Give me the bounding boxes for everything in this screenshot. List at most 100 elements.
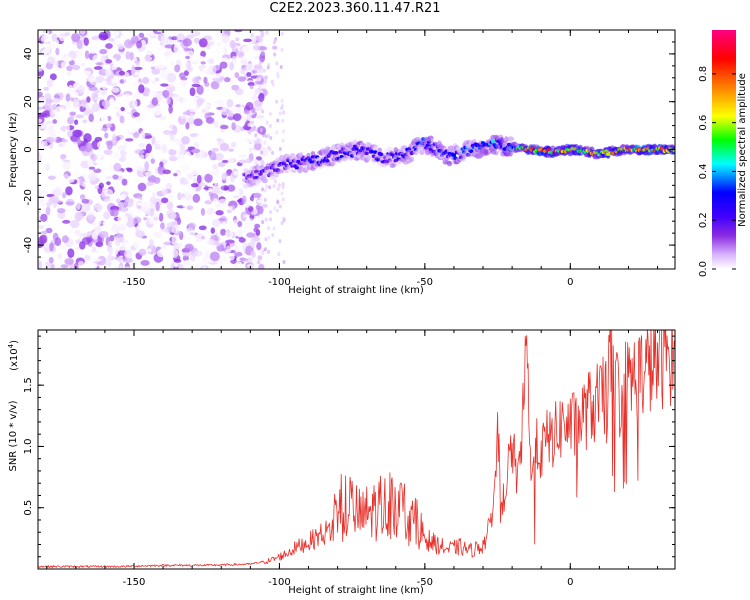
noise-blob <box>106 181 111 186</box>
noise-blob <box>254 142 262 150</box>
y-tick-label: 0.5 <box>23 500 34 516</box>
y-tick-label: 40 <box>23 48 34 61</box>
noise-blob <box>267 226 271 231</box>
snr-x-axis-label: Height of straight line (km) <box>288 585 424 596</box>
noise-blob <box>139 154 145 160</box>
noise-blob <box>272 45 276 50</box>
noise-blob <box>163 50 172 57</box>
noise-blob <box>49 73 57 81</box>
noise-blob <box>180 106 190 112</box>
noise-blob <box>170 113 177 118</box>
noise-blob <box>137 182 147 192</box>
noise-blob <box>255 156 263 161</box>
noise-blob <box>121 215 129 225</box>
noise-blob <box>116 266 123 269</box>
noise-blob <box>160 222 165 230</box>
noise-blob <box>65 198 75 207</box>
noise-blob <box>182 255 189 262</box>
noise-blob <box>220 133 225 140</box>
noise-blob <box>135 230 145 238</box>
noise-blob <box>81 70 92 76</box>
noise-blob <box>100 128 109 132</box>
noise-blob <box>277 252 281 257</box>
noise-blob <box>256 137 260 142</box>
noise-blob <box>52 119 58 124</box>
noise-blob <box>157 46 163 53</box>
noise-blob <box>272 184 276 189</box>
noise-blob <box>227 116 235 120</box>
noise-blob <box>189 253 196 262</box>
noise-blob <box>122 257 133 264</box>
noise-blob <box>150 66 156 70</box>
snr-panel: -150 -100 -50 0 0.5 1.0 1.5 Height of straigh… <box>7 329 676 596</box>
noise-blob <box>280 31 284 36</box>
noise-blob <box>270 79 274 84</box>
noise-blob <box>256 76 262 82</box>
noise-blob <box>169 131 175 142</box>
noise-blob <box>104 189 114 198</box>
noise-blob <box>104 68 112 77</box>
noise-blob <box>45 227 53 234</box>
noise-blob <box>275 99 279 104</box>
noise-blob <box>231 84 240 91</box>
noise-blob <box>251 185 257 193</box>
noise-blob <box>94 136 103 142</box>
noise-blob <box>72 98 80 109</box>
noise-blob <box>192 76 200 84</box>
noise-blob <box>231 122 236 131</box>
noise-blob <box>249 85 253 90</box>
noise-blob <box>38 96 47 106</box>
noise-blob <box>268 210 272 215</box>
noise-blob <box>172 94 181 102</box>
noise-blob <box>164 39 175 44</box>
noise-blob <box>170 248 179 258</box>
noise-blob <box>158 212 164 222</box>
noise-blob <box>254 80 264 85</box>
noise-blob <box>200 235 206 240</box>
noise-blob <box>258 60 262 65</box>
noise-blob <box>251 252 255 257</box>
snr-x-ticks: -150 -100 -50 0 <box>46 330 659 588</box>
noise-blob <box>278 146 282 151</box>
noise-blob <box>225 248 232 253</box>
noise-blob <box>237 98 243 103</box>
x-tick-label: -150 <box>123 277 146 288</box>
noise-blob <box>84 142 93 153</box>
noise-blob <box>247 82 256 87</box>
noise-blob <box>274 45 278 50</box>
noise-blob <box>238 154 249 158</box>
noise-blob <box>238 237 246 243</box>
noise-blob <box>229 76 235 87</box>
noise-blob <box>145 143 152 154</box>
noise-blob <box>38 186 47 191</box>
noise-blob <box>168 155 178 162</box>
noise-blob <box>181 135 190 145</box>
noise-blob <box>198 225 207 231</box>
noise-blob <box>54 88 64 94</box>
noise-blob <box>151 97 159 106</box>
noise-blob <box>151 80 157 84</box>
noise-blob <box>251 96 259 100</box>
noise-blob <box>256 242 262 251</box>
noise-blob <box>210 185 221 194</box>
noise-blob <box>260 150 264 155</box>
noise-blob <box>206 43 211 50</box>
signal-halo <box>409 156 415 163</box>
noise-blob <box>227 254 235 261</box>
signal-halo <box>310 151 316 156</box>
noise-blob <box>200 207 206 216</box>
noise-blob <box>111 87 120 93</box>
signal-halo <box>493 151 499 156</box>
noise-blob <box>225 109 230 114</box>
noise-blob <box>66 65 73 72</box>
noise-blob <box>80 224 88 230</box>
noise-blob <box>246 232 256 238</box>
noise-blob <box>49 264 55 269</box>
noise-blob <box>146 181 154 186</box>
colorbar-ticks: 0.0 0.2 0.4 0.6 0.8 <box>698 66 736 277</box>
noise-blob <box>204 230 210 239</box>
noise-blob <box>226 206 233 211</box>
noise-blob <box>201 190 208 195</box>
noise-blob <box>121 206 128 213</box>
noise-blob <box>152 231 163 239</box>
